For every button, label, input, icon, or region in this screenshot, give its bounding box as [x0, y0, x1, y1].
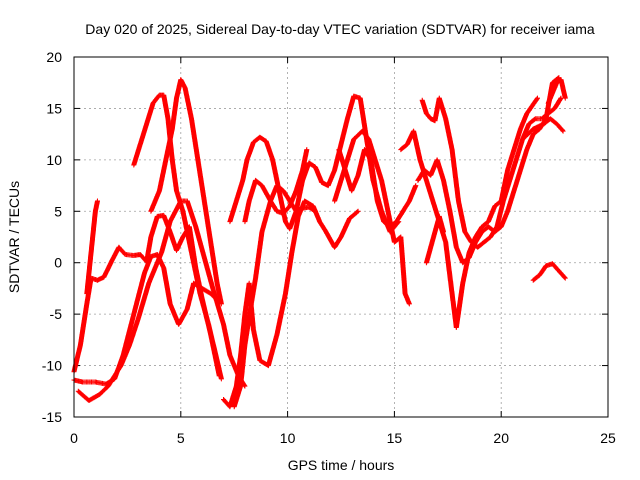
series-track-d — [75, 198, 248, 403]
marker-path-track-a — [71, 252, 222, 387]
series-track-j — [242, 147, 310, 225]
marker-path-track-k — [332, 128, 412, 307]
series-track-k — [332, 128, 412, 307]
data-points — [71, 75, 568, 410]
series-track-m — [398, 95, 540, 330]
y-tick-label: 0 — [54, 255, 62, 271]
x-axis-label: GPS time / hours — [288, 457, 395, 473]
marker-path-track-f — [148, 77, 224, 307]
series-track-s — [423, 213, 446, 266]
marker-path-track-i — [231, 183, 318, 410]
x-tick-label: 5 — [177, 430, 185, 446]
plot-frame — [73, 56, 609, 418]
x-tick-label: 0 — [70, 430, 78, 446]
series-track-c — [84, 198, 100, 297]
y-tick-label: -15 — [42, 409, 62, 425]
series-track-r — [545, 77, 568, 106]
series-track-i — [231, 183, 318, 410]
y-tick-label: -10 — [42, 358, 62, 374]
marker-path-track-s — [423, 213, 446, 266]
series-track-n — [419, 95, 564, 250]
x-tick-label: 15 — [387, 430, 403, 446]
y-tick-label: 10 — [46, 152, 62, 168]
x-tick-label: 20 — [493, 430, 509, 446]
marker-path-track-p — [530, 261, 568, 283]
series-track-f — [148, 77, 224, 307]
series-track-o — [415, 75, 562, 266]
marker-path-track-d — [75, 198, 248, 403]
marker-path-track-c — [84, 198, 100, 297]
marker-path-track-l — [336, 147, 419, 230]
chart-title: Day 020 of 2025, Sidereal Day-to-day VTE… — [85, 21, 595, 37]
marker-path-track-n — [419, 95, 564, 250]
marker-path-track-q — [520, 116, 566, 142]
x-tick-label: 25 — [600, 430, 616, 446]
grid-lines — [74, 57, 608, 417]
y-axis-label: SDTVAR / TECUs — [6, 181, 22, 293]
marker-path-track-j — [242, 147, 310, 225]
y-tick-label: -5 — [50, 306, 63, 322]
series-track-p — [530, 261, 568, 283]
marker-path-track-r — [545, 77, 568, 106]
marker-path-track-m — [398, 95, 540, 330]
x-tick-label: 10 — [280, 430, 296, 446]
series-track-l — [336, 147, 419, 230]
series-track-a — [71, 252, 222, 387]
y-tick-label: 5 — [54, 203, 62, 219]
y-tick-label: 15 — [46, 100, 62, 116]
series-track-q — [520, 116, 566, 142]
axis-ticks: 0 5 10 15 20 25 -15 -10 -5 0 5 10 15 20 — [42, 49, 616, 446]
y-tick-label: 20 — [46, 49, 62, 65]
marker-path-track-o — [415, 75, 562, 266]
